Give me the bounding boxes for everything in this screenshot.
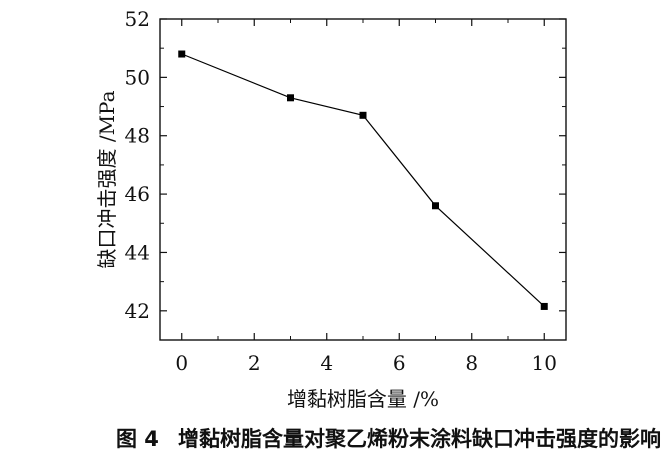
y-tick-label: 52: [125, 7, 150, 31]
series-line: [181, 53, 545, 307]
x-axis: 0 2 4 6 8 10: [175, 19, 557, 375]
y-tick-label: 46: [125, 182, 150, 206]
x-tick-label: 2: [248, 351, 261, 375]
y-axis: 42 44 46 48 50 52: [125, 7, 566, 323]
x-axis-title: 增黏树脂含量 /%: [287, 387, 439, 411]
data-point: [178, 50, 186, 58]
y-tick-label: 48: [125, 124, 150, 148]
data-point: [540, 302, 548, 310]
plot-border: [159, 18, 567, 341]
x-tick-label: 0: [175, 351, 188, 375]
y-tick-label: 44: [125, 240, 150, 264]
x-tick-label: 10: [532, 351, 557, 375]
data-point: [432, 202, 439, 210]
plot-frame: [159, 18, 567, 341]
caption-number: 图 4: [116, 427, 159, 451]
y-tick-label: 42: [125, 299, 150, 323]
y-tick-label: 50: [125, 65, 150, 89]
x-tick-label: 6: [393, 351, 406, 375]
series-layer: [178, 50, 548, 310]
data-point: [287, 94, 294, 102]
y-axis-title: 缺口冲击强度 /MPa: [95, 90, 119, 268]
x-tick-label: 8: [465, 351, 478, 375]
caption-text: 增黏树脂含量对聚乙烯粉末涂料缺口冲击强度的影响: [178, 427, 661, 451]
data-point: [359, 111, 367, 119]
x-tick-label: 4: [320, 351, 333, 375]
